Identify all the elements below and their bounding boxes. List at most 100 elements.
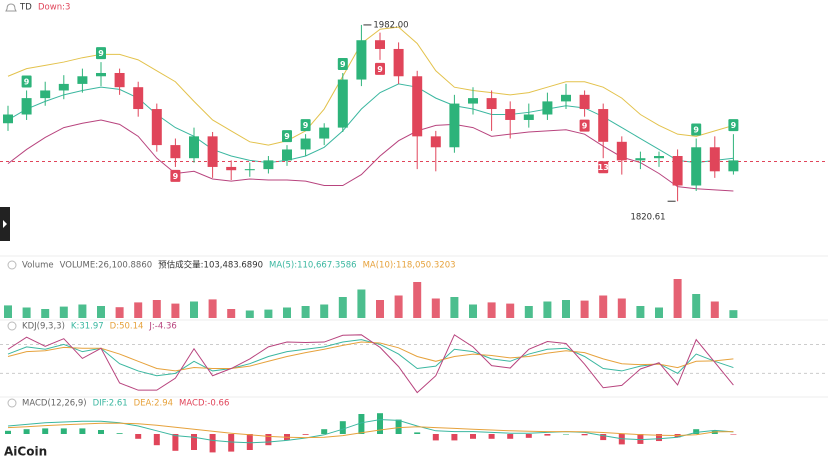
- macd-bar: [656, 434, 662, 442]
- volume-bar: [617, 298, 626, 318]
- candle-body: [709, 147, 720, 172]
- volume-bar: [134, 302, 143, 318]
- td-label: 9: [98, 49, 104, 58]
- indicator-line: [7, 83, 734, 164]
- volume-bar: [78, 304, 87, 318]
- candle-body: [430, 136, 441, 148]
- legend-item: VOLUME:26,100.8860: [60, 261, 153, 271]
- volume-bar: [524, 306, 533, 318]
- macd-bar: [488, 434, 495, 439]
- logo: AiCoin: [4, 445, 47, 459]
- candle-body: [654, 156, 664, 159]
- candle-body: [300, 138, 311, 150]
- candle-body: [672, 156, 683, 186]
- legend-item: J:-4.36: [148, 322, 176, 332]
- macd-bar: [265, 434, 272, 446]
- volume-bar: [338, 297, 347, 318]
- candle-body: [3, 114, 13, 124]
- candle-body: [114, 72, 125, 88]
- volume-bar: [171, 303, 180, 318]
- candle-body: [616, 141, 627, 161]
- legend-item: MA(10):118,050.3203: [363, 261, 456, 271]
- candle-body: [77, 76, 88, 84]
- volume-bar: [487, 302, 496, 318]
- td-label: 9: [377, 65, 383, 74]
- macd-bar: [302, 434, 309, 435]
- volume-bar: [264, 309, 273, 318]
- volume-bar: [599, 295, 608, 318]
- volume-bar: [283, 307, 291, 318]
- volume-bar: [394, 295, 403, 318]
- macd-bar: [42, 428, 49, 434]
- volume-bar: [41, 309, 50, 318]
- volume-bar: [692, 294, 701, 318]
- candle-body: [337, 79, 348, 128]
- volume-bar: [245, 310, 254, 318]
- td-marker: [728, 119, 739, 132]
- volume-bar: [580, 300, 589, 318]
- volume-bar: [115, 307, 124, 318]
- td-label: 9: [693, 126, 699, 135]
- td-marker: [300, 119, 311, 132]
- td-label: 9: [731, 121, 737, 130]
- indicator-line: [7, 419, 734, 444]
- td-marker: [282, 130, 292, 143]
- volume-bar: [376, 300, 384, 318]
- macd-bar: [191, 434, 197, 450]
- candle-body: [40, 90, 51, 99]
- td-label: 9: [340, 60, 346, 69]
- volume-bar: [301, 306, 310, 318]
- macd-bar: [414, 432, 421, 434]
- indicator-line: [7, 341, 734, 372]
- legend-item: MACD:-0.66: [179, 399, 229, 409]
- candle-body: [691, 147, 702, 186]
- volume-bar: [450, 297, 459, 318]
- candle-body: [542, 101, 553, 115]
- td-status: Down:3: [38, 3, 70, 13]
- volume-bar: [506, 303, 515, 318]
- legend-icon: [7, 321, 17, 331]
- candle-body: [170, 145, 181, 159]
- td-marker: [579, 119, 590, 132]
- legend-item: KDJ(9,3,3): [22, 322, 65, 332]
- macd-bar: [209, 434, 216, 453]
- td-label: 9: [303, 121, 309, 130]
- macd-bar: [581, 434, 588, 436]
- macd-bar: [377, 413, 383, 434]
- td-label: 9: [284, 132, 290, 141]
- macd-bar: [5, 430, 11, 434]
- candle-body: [505, 109, 516, 120]
- candle-body: [319, 127, 330, 139]
- td-marker: [691, 123, 702, 136]
- candle-body: [21, 98, 32, 115]
- volume-bar: [4, 305, 12, 318]
- td-marker: [375, 62, 385, 75]
- volume-bar: [469, 304, 477, 318]
- indicator-line: [7, 334, 734, 394]
- volume-bar: [97, 306, 105, 318]
- legend-item: MA(5):110,667.3586: [269, 261, 357, 271]
- candle-body: [282, 149, 292, 161]
- candle-body: [468, 98, 478, 104]
- td-marker: [96, 47, 106, 60]
- macd-bar: [339, 421, 346, 434]
- indicator-line: [7, 26, 734, 146]
- macd-bar: [172, 434, 179, 451]
- td-label: 9: [582, 122, 588, 131]
- volume-bar: [431, 298, 440, 318]
- macd-bar: [432, 434, 439, 441]
- candle-body: [635, 158, 646, 161]
- macd-bar: [600, 434, 607, 441]
- volume-bar: [729, 310, 738, 318]
- volume-bar: [710, 301, 719, 318]
- candle-body: [375, 40, 385, 49]
- macd-bar: [693, 429, 700, 434]
- macd-bar: [135, 434, 142, 439]
- macd-bar: [23, 429, 30, 434]
- candle-body: [244, 169, 255, 171]
- macd-bar: [711, 430, 718, 434]
- volume-bar: [227, 309, 236, 318]
- candle-body: [263, 160, 274, 170]
- candle-body: [96, 72, 106, 77]
